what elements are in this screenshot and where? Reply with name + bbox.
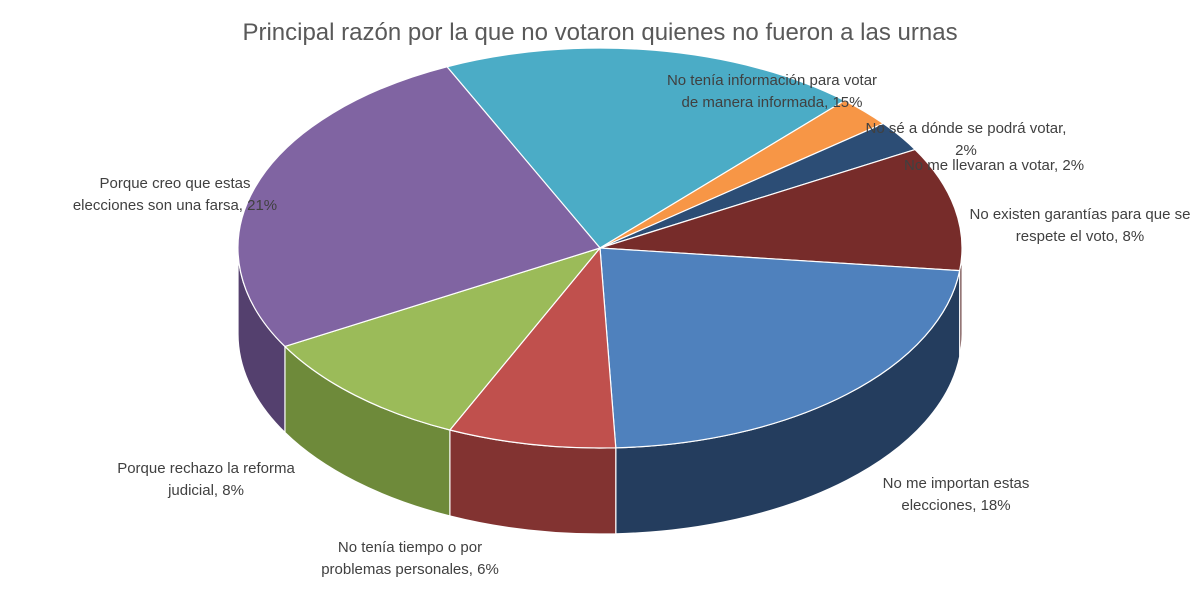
pie-slices — [237, 47, 963, 449]
pie-slice-0 — [446, 47, 846, 249]
data-labels: No tenía información para votar de manera… — [73, 72, 1191, 578]
pie-slice-4 — [599, 247, 961, 449]
pie-slice-3 — [599, 148, 963, 272]
chart-title: Principal razón por la que no votaron qu… — [242, 19, 957, 46]
data-label-0: No tenía información para votar de manera… — [667, 72, 877, 111]
pie-slice-7 — [237, 66, 601, 348]
pie-slice-5 — [449, 247, 617, 449]
pie-sides — [237, 247, 963, 535]
data-label-2: No me llevaran a votar, 2% — [904, 157, 1084, 174]
data-label-5: No tenía tiempo o por problemas personale… — [321, 539, 499, 578]
data-label-4: No me importan estas elecciones, 18% — [883, 475, 1030, 514]
data-label-3: No existen garantías para que se respete … — [970, 206, 1191, 245]
data-label-6: Porque rechazo la reforma judicial, 8% — [117, 460, 295, 499]
data-label-1: No sé a dónde se podrá votar, 2% — [866, 120, 1067, 159]
pie-slice-6 — [284, 247, 601, 431]
data-label-7: Porque creo que estas elecciones son una … — [73, 175, 277, 214]
